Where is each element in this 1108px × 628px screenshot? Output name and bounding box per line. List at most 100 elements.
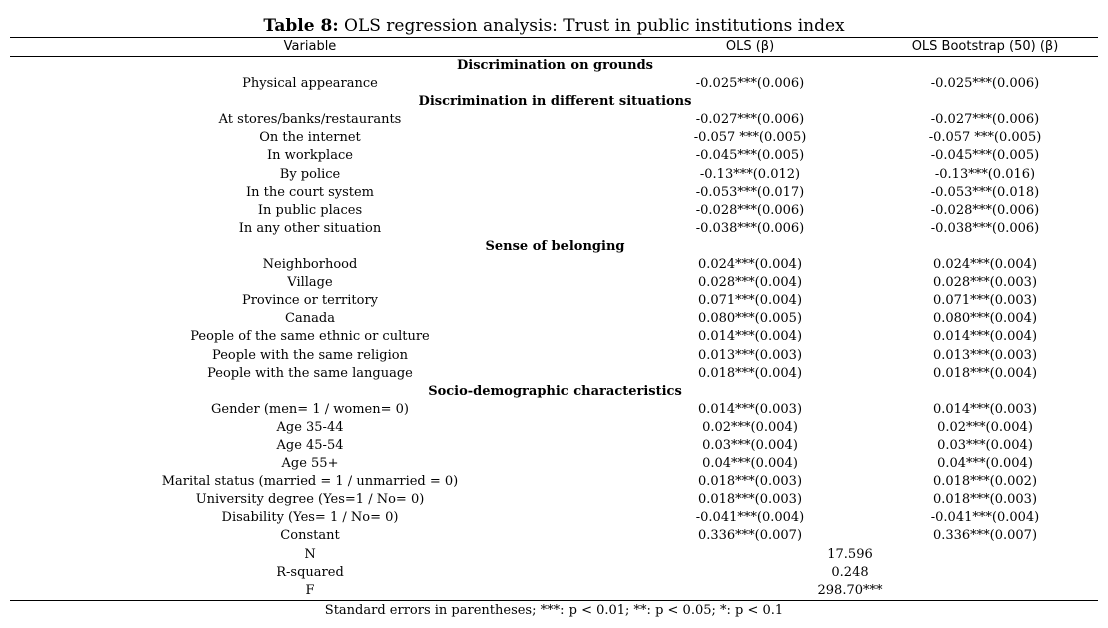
bootstrap-coefficient: 0.014***(0.003) — [932, 401, 1038, 417]
ols-coefficient: 0.018***(0.003) — [697, 474, 803, 490]
bootstrap-coefficient: -0.025***(0.006) — [930, 76, 1040, 92]
table-row: Physical appearance -0.025***(0.006) -0.02… — [0, 75, 1108, 93]
variable-label: People with the same religion — [212, 347, 408, 363]
ols-coefficient: 0.018***(0.004) — [697, 365, 803, 381]
stat-value: 17.596 — [827, 546, 873, 562]
ols-coefficient: -0.13***(0.012) — [699, 166, 801, 182]
table-body: Discrimination on grounds Physical appear… — [0, 57, 1108, 600]
table-row: In public places -0.028***(0.006) -0.028**… — [0, 202, 1108, 220]
bootstrap-coefficient: -0.045***(0.005) — [930, 148, 1040, 164]
section-label: Sense of belonging — [485, 238, 625, 254]
variable-label: Province or territory — [241, 293, 379, 309]
variable-label: At stores/banks/restaurants — [218, 112, 402, 128]
variable-label: Constant — [280, 528, 340, 544]
ols-coefficient: 0.013***(0.003) — [697, 347, 803, 363]
bootstrap-coefficient: 0.018***(0.003) — [932, 492, 1038, 508]
table-row: People of the same ethnic or culture 0.01… — [0, 328, 1108, 346]
bottom-rule — [10, 600, 1098, 601]
variable-label: In public places — [257, 202, 363, 218]
stat-row: N 17.596 — [0, 546, 1108, 564]
bootstrap-coefficient: 0.018***(0.002) — [932, 474, 1038, 490]
variable-label: Village — [287, 275, 333, 291]
section-header-row: Discrimination in different situations — [0, 93, 1108, 111]
stat-label: N — [304, 546, 316, 562]
table-row: Age 35-44 0.02***(0.004) 0.02***(0.004) — [0, 419, 1108, 437]
variable-label: People with the same language — [207, 365, 413, 381]
ols-coefficient: -0.027***(0.006) — [695, 112, 805, 128]
stat-row: R-squared 0.248 — [0, 564, 1108, 582]
table-row: Age 45-54 0.03***(0.004) 0.03***(0.004) — [0, 437, 1108, 455]
variable-label: Physical appearance — [242, 76, 378, 92]
bootstrap-coefficient: 0.336***(0.007) — [932, 528, 1038, 544]
bootstrap-coefficient: -0.13***(0.016) — [934, 166, 1036, 182]
table-note: Standard errors in parentheses; ***: p <… — [324, 603, 784, 618]
table-row: Neighborhood 0.024***(0.004) 0.024***(0.00… — [0, 256, 1108, 274]
variable-label: Age 55+ — [281, 456, 339, 472]
ols-coefficient: -0.053***(0.017) — [695, 184, 805, 200]
section-label: Socio-demographic characteristics — [428, 383, 682, 399]
bootstrap-coefficient: -0.038***(0.006) — [930, 220, 1040, 236]
bootstrap-coefficient: 0.013***(0.003) — [932, 347, 1038, 363]
section-label: Discrimination in different situations — [418, 94, 692, 110]
bootstrap-coefficient: -0.053***(0.018) — [930, 184, 1040, 200]
table-row: Gender (men= 1 / women= 0) 0.014***(0.003… — [0, 401, 1108, 419]
table-row: Canada 0.080***(0.005) 0.080***(0.004) — [0, 310, 1108, 328]
variable-label: Neighborhood — [262, 257, 358, 273]
table-row: By police -0.13***(0.012) -0.13***(0.016) — [0, 166, 1108, 184]
section-header-row: Sense of belonging — [0, 238, 1108, 256]
variable-label: University degree (Yes=1 / No= 0) — [195, 492, 425, 508]
table-row: In the court system -0.053***(0.017) -0.05… — [0, 184, 1108, 202]
table-row: People with the same religion 0.013***(0.… — [0, 347, 1108, 365]
table-title: Table 8: OLS regression analysis: Trust … — [0, 15, 1108, 37]
variable-label: In workplace — [267, 148, 353, 164]
header-bootstrap: OLS Bootstrap (50) (β) — [911, 39, 1059, 54]
stat-label: F — [305, 582, 315, 598]
ols-coefficient: 0.336***(0.007) — [697, 528, 803, 544]
ols-coefficient: 0.018***(0.003) — [697, 492, 803, 508]
ols-coefficient: -0.028***(0.006) — [695, 202, 805, 218]
table-row: On the internet -0.057 ***(0.005) -0.057 *… — [0, 129, 1108, 147]
ols-coefficient: 0.024***(0.004) — [697, 257, 803, 273]
variable-label: On the internet — [259, 130, 361, 146]
table-row: Province or territory 0.071***(0.004) 0.07… — [0, 292, 1108, 310]
table-row: In any other situation -0.038***(0.006) -0… — [0, 220, 1108, 238]
bootstrap-coefficient: 0.071***(0.003) — [932, 293, 1038, 309]
variable-label: Age 35-44 — [276, 419, 344, 435]
bootstrap-coefficient: 0.03***(0.004) — [937, 437, 1033, 453]
top-rule — [10, 37, 1098, 38]
section-header-row: Socio-demographic characteristics — [0, 383, 1108, 401]
ols-coefficient: 0.071***(0.004) — [697, 293, 803, 309]
variable-label: Marital status (married = 1 / unmarried … — [161, 474, 459, 490]
bootstrap-coefficient: -0.027***(0.006) — [930, 112, 1040, 128]
table-row: In workplace -0.045***(0.005) -0.045***(0.… — [0, 147, 1108, 165]
header-ols: OLS (β) — [725, 39, 775, 54]
variable-label: In any other situation — [238, 220, 382, 236]
variable-label: Age 45-54 — [276, 437, 344, 453]
stat-row: F 298.70*** — [0, 582, 1108, 600]
bootstrap-coefficient: 0.018***(0.004) — [932, 365, 1038, 381]
bootstrap-coefficient: -0.028***(0.006) — [930, 202, 1040, 218]
bootstrap-coefficient: 0.04***(0.004) — [937, 456, 1033, 472]
section-label: Discrimination on grounds — [457, 58, 653, 73]
section-header-row: Discrimination on grounds — [0, 57, 1108, 75]
ols-coefficient: 0.080***(0.005) — [697, 311, 803, 327]
ols-coefficient: 0.014***(0.003) — [697, 401, 803, 417]
ols-coefficient: -0.025***(0.006) — [695, 76, 805, 92]
bootstrap-coefficient: 0.02***(0.004) — [937, 419, 1033, 435]
table-number: Table 8: — [263, 16, 339, 36]
ols-coefficient: -0.057 ***(0.005) — [693, 130, 807, 146]
table-row: Village 0.028***(0.004) 0.028***(0.003) — [0, 274, 1108, 292]
table-row: People with the same language 0.018***(0.… — [0, 365, 1108, 383]
variable-label: By police — [279, 166, 341, 182]
table-row: Constant 0.336***(0.007) 0.336***(0.007) — [0, 527, 1108, 545]
bootstrap-coefficient: 0.080***(0.004) — [932, 311, 1038, 327]
variable-label: In the court system — [245, 184, 375, 200]
bootstrap-coefficient: 0.028***(0.003) — [932, 275, 1038, 291]
variable-label: Gender (men= 1 / women= 0) — [211, 401, 409, 417]
ols-coefficient: -0.038***(0.006) — [695, 220, 805, 236]
table-row: Age 55+ 0.04***(0.004) 0.04***(0.004) — [0, 455, 1108, 473]
bootstrap-coefficient: 0.014***(0.004) — [932, 329, 1038, 345]
table-caption: OLS regression analysis: Trust in public… — [338, 16, 845, 36]
ols-coefficient: 0.028***(0.004) — [697, 275, 803, 291]
ols-coefficient: -0.045***(0.005) — [695, 148, 805, 164]
